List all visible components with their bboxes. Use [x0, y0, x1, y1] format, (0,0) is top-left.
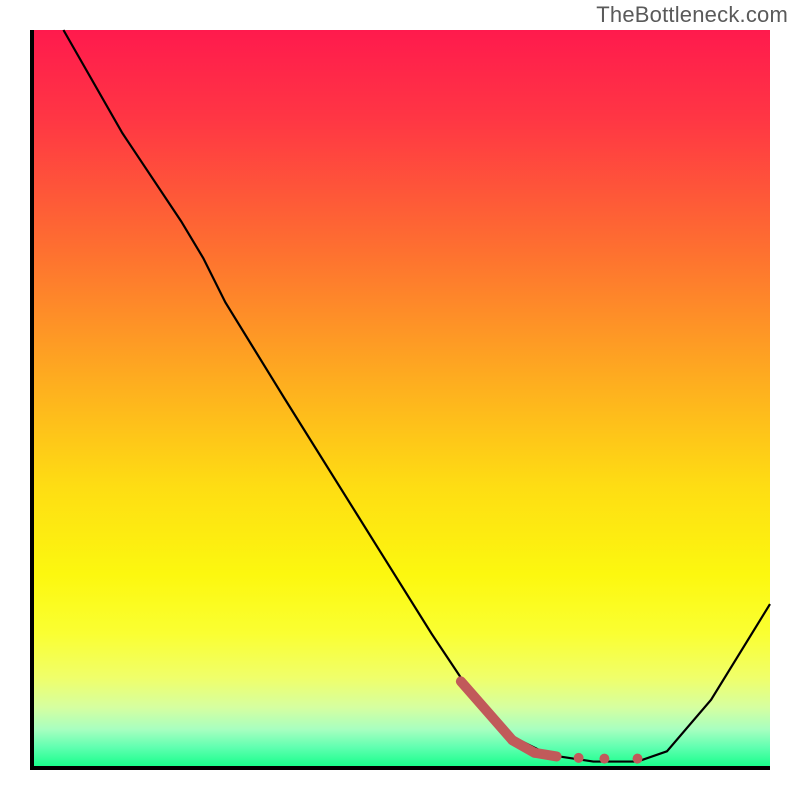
- highlight-range: [461, 681, 643, 763]
- chart-frame: [30, 30, 770, 770]
- watermark-text: TheBottleneck.com: [596, 2, 788, 28]
- chart-lines-layer: [34, 30, 770, 766]
- main-curve: [63, 30, 770, 762]
